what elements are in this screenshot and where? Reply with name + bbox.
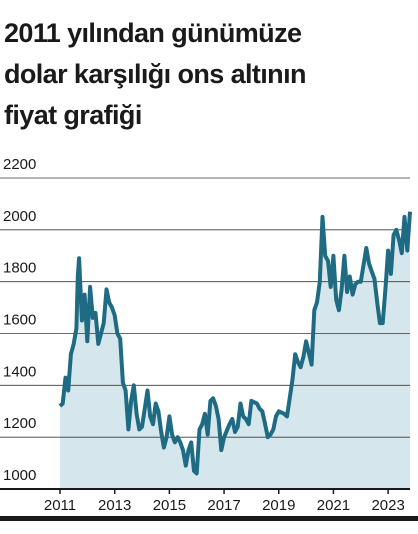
x-tick-label: 2021 — [317, 497, 350, 514]
x-tick-label: 2023 — [371, 497, 404, 514]
bottom-rule — [0, 516, 418, 521]
x-tick-label: 2019 — [262, 497, 295, 514]
chart-title: dolar karşılığı ons altının — [4, 59, 306, 89]
chart-title: 2011 yılından günümüze — [4, 18, 302, 48]
y-tick-label: 2200 — [3, 156, 36, 173]
y-tick-label: 2000 — [3, 208, 36, 225]
x-tick-label: 2015 — [153, 497, 186, 514]
chart-title: fiyat grafiği — [4, 100, 142, 130]
y-tick-label: 1000 — [3, 467, 36, 484]
y-tick-label: 1600 — [3, 311, 36, 328]
x-tick-label: 2013 — [98, 497, 131, 514]
y-tick-label: 1400 — [3, 363, 36, 380]
x-tick-label: 2011 — [44, 497, 76, 514]
line — [58, 211, 412, 476]
y-tick-label: 1200 — [3, 415, 36, 432]
y-tick-label: 1800 — [3, 260, 36, 277]
area — [60, 211, 410, 489]
x-tick-label: 2017 — [207, 497, 240, 514]
